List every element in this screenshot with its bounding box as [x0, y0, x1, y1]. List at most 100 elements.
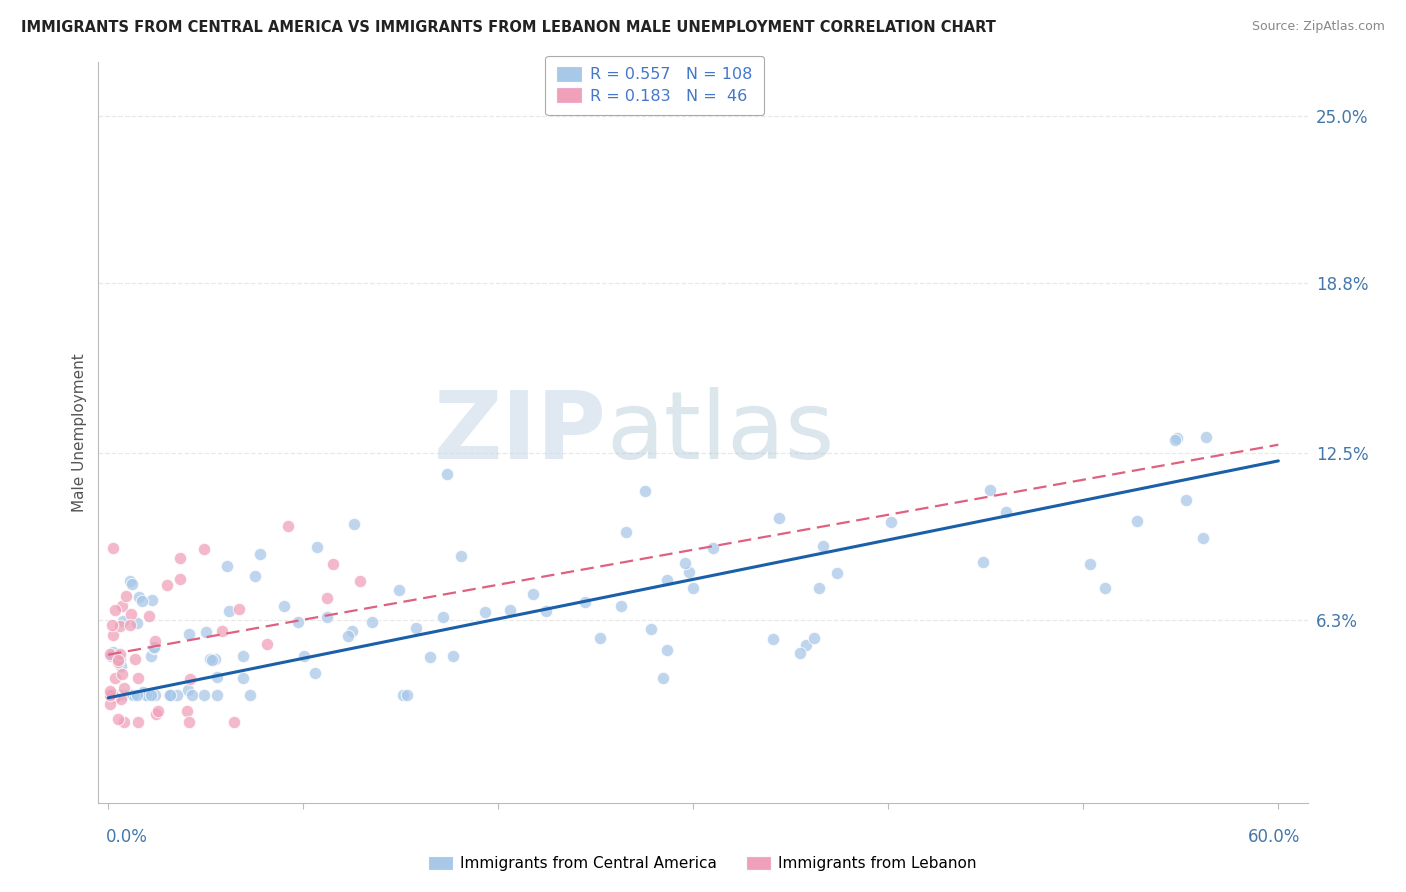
- Point: [222, 714, 245, 729]
- Point: [316, 591, 339, 606]
- Point: [762, 632, 785, 647]
- Point: [534, 604, 557, 618]
- Point: [305, 540, 328, 554]
- Point: [181, 688, 204, 702]
- Point: [104, 671, 127, 685]
- Point: [193, 542, 215, 557]
- Point: [101, 688, 124, 702]
- Point: [107, 712, 129, 726]
- Point: [803, 631, 825, 645]
- Point: [994, 506, 1017, 520]
- Point: [614, 524, 637, 539]
- Point: [98, 688, 121, 702]
- Point: [139, 648, 162, 663]
- Point: [111, 688, 134, 702]
- Point: [111, 599, 134, 614]
- Point: [127, 616, 149, 631]
- Text: ZIP: ZIP: [433, 386, 606, 479]
- Point: [651, 671, 673, 685]
- Point: [169, 573, 191, 587]
- Point: [195, 624, 218, 639]
- Point: [112, 681, 135, 695]
- Point: [655, 643, 678, 657]
- Point: [634, 483, 657, 498]
- Point: [124, 652, 146, 666]
- Point: [273, 599, 295, 613]
- Point: [98, 683, 121, 698]
- Point: [136, 688, 159, 702]
- Point: [157, 688, 180, 702]
- Point: [277, 519, 299, 533]
- Point: [177, 682, 200, 697]
- Text: atlas: atlas: [606, 386, 835, 479]
- Point: [287, 615, 309, 629]
- Point: [141, 592, 163, 607]
- Point: [100, 618, 122, 632]
- Point: [1126, 514, 1149, 528]
- Point: [193, 688, 215, 702]
- Point: [112, 714, 135, 729]
- Point: [657, 574, 679, 588]
- Point: [589, 632, 612, 646]
- Point: [499, 603, 522, 617]
- Point: [522, 586, 544, 600]
- Point: [107, 653, 129, 667]
- Point: [169, 550, 191, 565]
- Point: [114, 590, 136, 604]
- Point: [104, 603, 127, 617]
- Point: [159, 688, 181, 702]
- Point: [322, 557, 344, 571]
- Point: [228, 601, 250, 615]
- Point: [143, 633, 166, 648]
- Point: [122, 688, 145, 702]
- Point: [1195, 429, 1218, 443]
- Point: [176, 704, 198, 718]
- Point: [789, 646, 811, 660]
- Point: [432, 610, 454, 624]
- Point: [166, 688, 188, 702]
- Point: [343, 516, 366, 531]
- Point: [108, 647, 131, 661]
- Point: [218, 604, 240, 618]
- Point: [640, 622, 662, 636]
- Point: [101, 687, 124, 701]
- Point: [249, 548, 271, 562]
- Point: [292, 649, 315, 664]
- Point: [101, 627, 124, 641]
- Point: [1166, 431, 1188, 445]
- Point: [361, 615, 384, 629]
- Point: [610, 599, 633, 613]
- Point: [673, 556, 696, 570]
- Point: [1175, 493, 1198, 508]
- Point: [972, 555, 994, 569]
- Point: [682, 581, 704, 595]
- Point: [1078, 558, 1101, 572]
- Point: [204, 652, 226, 666]
- Point: [108, 651, 131, 665]
- Point: [103, 688, 125, 702]
- Point: [132, 685, 155, 699]
- Text: Source: ZipAtlas.com: Source: ZipAtlas.com: [1251, 20, 1385, 33]
- Point: [143, 688, 166, 702]
- Point: [198, 652, 221, 666]
- Point: [450, 549, 472, 564]
- Point: [238, 688, 260, 702]
- Point: [1192, 531, 1215, 545]
- Point: [1164, 433, 1187, 447]
- Point: [118, 618, 141, 632]
- Point: [256, 637, 278, 651]
- Point: [340, 624, 363, 638]
- Point: [101, 688, 124, 702]
- Point: [159, 688, 181, 702]
- Point: [405, 621, 427, 635]
- Point: [574, 595, 596, 609]
- Point: [441, 648, 464, 663]
- Point: [979, 483, 1001, 497]
- Point: [128, 591, 150, 605]
- Point: [811, 539, 834, 553]
- Point: [103, 541, 125, 555]
- Point: [127, 671, 149, 685]
- Point: [135, 688, 157, 702]
- Point: [232, 648, 254, 663]
- Point: [678, 565, 700, 579]
